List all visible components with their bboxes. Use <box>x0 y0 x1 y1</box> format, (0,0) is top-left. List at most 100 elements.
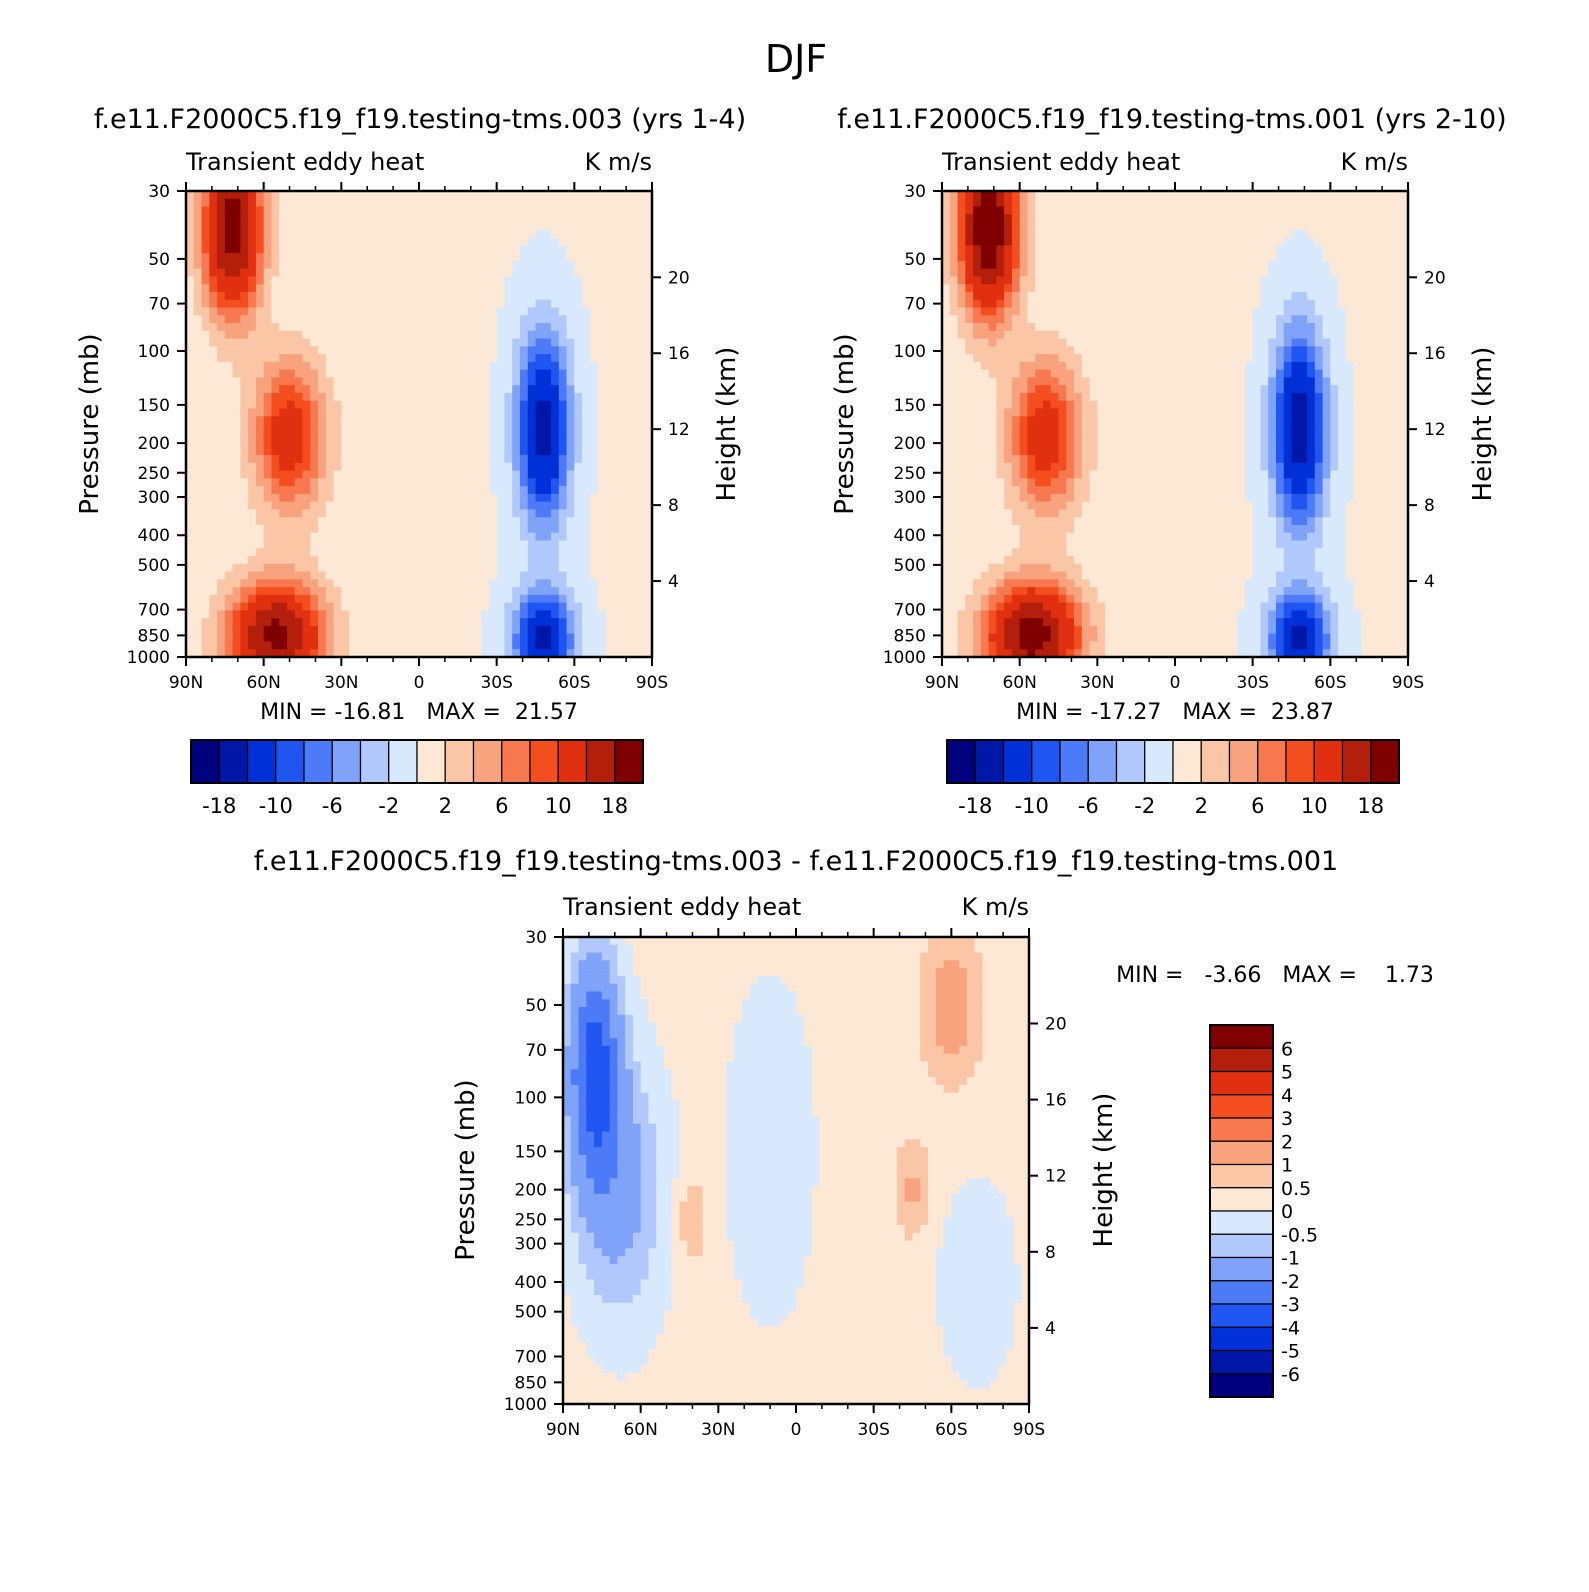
contour-cell <box>551 408 559 416</box>
contour-cell <box>1004 315 1012 323</box>
contour-cell <box>1307 238 1315 246</box>
contour-cell <box>419 595 427 603</box>
contour-cell <box>1253 253 1261 261</box>
contour-cell <box>489 463 497 471</box>
contour-cell <box>574 626 582 634</box>
contour-cell <box>209 634 217 642</box>
contour-cell <box>435 486 443 494</box>
contour-cell <box>233 331 241 339</box>
contour-cell <box>357 618 365 626</box>
contour-cell <box>194 595 202 603</box>
contour-cell <box>950 300 958 308</box>
contour-cell <box>1113 199 1121 207</box>
contour-cell <box>435 370 443 378</box>
contour-cell <box>1152 339 1160 347</box>
contour-cell <box>442 455 450 463</box>
contour-cell <box>279 447 287 455</box>
contour-cell <box>334 245 342 253</box>
contour-cell <box>1198 222 1206 230</box>
contour-cell <box>380 284 388 292</box>
contour-cell <box>411 424 419 432</box>
contour-cell <box>411 308 419 316</box>
contour-cell <box>1292 284 1300 292</box>
contour-cell <box>419 354 427 362</box>
contour-cell <box>481 556 489 564</box>
contour-cell <box>1315 238 1323 246</box>
contour-cell <box>1082 308 1090 316</box>
contour-cell <box>636 634 644 642</box>
contour-cell <box>473 253 481 261</box>
contour-cell <box>396 323 404 331</box>
contour-cell <box>582 276 590 284</box>
contour-cell <box>450 207 458 215</box>
contour-cell <box>233 541 241 549</box>
contour-cell <box>357 548 365 556</box>
contour-cell <box>559 276 567 284</box>
contour-cell <box>458 572 466 580</box>
contour-cell <box>458 346 466 354</box>
contour-cell <box>240 548 248 556</box>
contour-cell <box>512 525 520 533</box>
contour-cell <box>520 401 528 409</box>
contour-cell <box>318 207 326 215</box>
colorbar-label: 6 <box>495 794 508 818</box>
contour-cell <box>613 269 621 277</box>
contour-cell <box>497 626 505 634</box>
contour-cell <box>264 284 272 292</box>
contour-cell <box>1206 238 1214 246</box>
contour-cell <box>1253 346 1261 354</box>
contour-cell <box>543 447 551 455</box>
contour-cell <box>1105 214 1113 222</box>
contour-cell <box>388 471 396 479</box>
contour-cell <box>598 292 606 300</box>
contour-cell <box>388 331 396 339</box>
contour-cell <box>365 370 373 378</box>
contour-cell <box>458 641 466 649</box>
contour-cell <box>209 525 217 533</box>
contour-cell <box>497 579 505 587</box>
contour-cell <box>551 610 559 618</box>
contour-cell <box>264 587 272 595</box>
contour-cell <box>1245 292 1253 300</box>
contour-cell <box>1082 315 1090 323</box>
contour-cell <box>427 416 435 424</box>
contour-cell <box>598 393 606 401</box>
contour-cell <box>1066 253 1074 261</box>
contour-cell <box>1385 323 1393 331</box>
contour-cell <box>357 626 365 634</box>
contour-cell <box>248 238 256 246</box>
contour-cell <box>1392 214 1400 222</box>
contour-cell <box>349 548 357 556</box>
contour-cell <box>194 377 202 385</box>
contour-cell <box>334 432 342 440</box>
contour-cell <box>582 354 590 362</box>
contour-cell <box>240 486 248 494</box>
contour-cell <box>1152 315 1160 323</box>
contour-cell <box>295 238 303 246</box>
contour-cell <box>1191 245 1199 253</box>
contour-cell <box>217 432 225 440</box>
contour-cell <box>372 331 380 339</box>
contour-cell <box>1090 346 1098 354</box>
contour-cell <box>473 603 481 611</box>
contour-cell <box>318 478 326 486</box>
contour-cell <box>567 618 575 626</box>
contour-cell <box>1191 339 1199 347</box>
contour-cell <box>225 245 233 253</box>
contour-cell <box>248 308 256 316</box>
contour-cell <box>427 478 435 486</box>
contour-cell <box>590 370 598 378</box>
contour-cell <box>411 471 419 479</box>
contour-cell <box>256 238 264 246</box>
contour-cell <box>357 572 365 580</box>
contour-cell <box>341 308 349 316</box>
contour-cell <box>295 447 303 455</box>
contour-cell <box>419 191 427 199</box>
contour-cell <box>310 455 318 463</box>
contour-cell <box>1035 214 1043 222</box>
contour-cell <box>528 222 536 230</box>
contour-cell <box>1369 238 1377 246</box>
contour-cell <box>1330 253 1338 261</box>
contour-cell <box>357 362 365 370</box>
contour-cell <box>981 300 989 308</box>
